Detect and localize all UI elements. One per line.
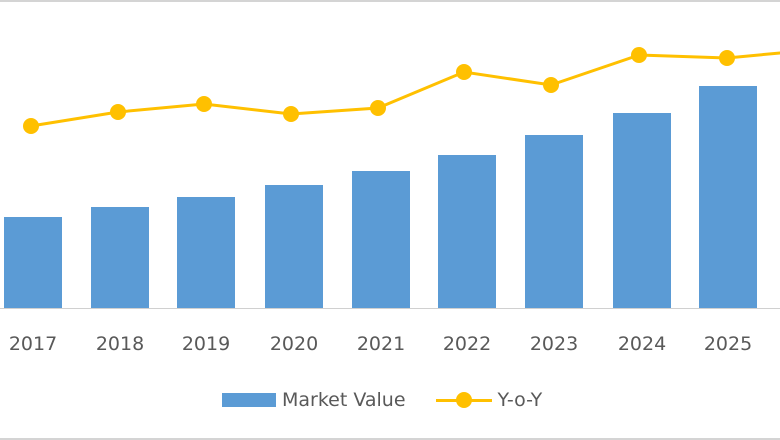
bar-2023 [525, 135, 583, 308]
bar-2017 [4, 217, 62, 308]
x-tick-label: 2020 [269, 333, 319, 355]
x-tick-label: 2021 [356, 333, 406, 355]
x-tick-label: 2018 [95, 333, 145, 355]
bar-2021 [352, 171, 410, 308]
bar-2018 [91, 207, 149, 308]
bar-2020 [265, 185, 323, 308]
yoy-marker-2018 [110, 104, 126, 120]
yoy-marker-2020 [283, 106, 299, 122]
yoy-marker-2021 [370, 100, 386, 116]
yoy-marker-2017 [23, 118, 39, 134]
yoy-marker-2023 [543, 77, 559, 93]
x-tick-label: 2017 [8, 333, 58, 355]
legend: Market Value Y-o-Y [222, 387, 542, 413]
yoy-marker-2019 [196, 96, 212, 112]
bar-2024 [613, 113, 671, 308]
yoy-marker-2025 [719, 50, 735, 66]
yoy-marker-2024 [631, 47, 647, 63]
legend-line-marker-icon [435, 390, 492, 410]
bar-2025 [699, 86, 757, 308]
x-tick-label: 2025 [703, 333, 753, 355]
bar-2019 [177, 197, 235, 308]
yoy-line [30, 51, 780, 128]
x-tick-label: 2022 [442, 333, 492, 355]
yoy-marker-2022 [456, 64, 472, 80]
legend-label-yoy: Y-o-Y [497, 389, 543, 411]
legend-bar-swatch-icon [222, 393, 276, 407]
legend-label-market-value: Market Value [282, 389, 406, 411]
x-tick-label: 2024 [617, 333, 667, 355]
x-tick-label: 2023 [529, 333, 579, 355]
x-tick-label: 2019 [181, 333, 231, 355]
x-axis-line [0, 308, 780, 309]
bar-2022 [438, 155, 496, 308]
